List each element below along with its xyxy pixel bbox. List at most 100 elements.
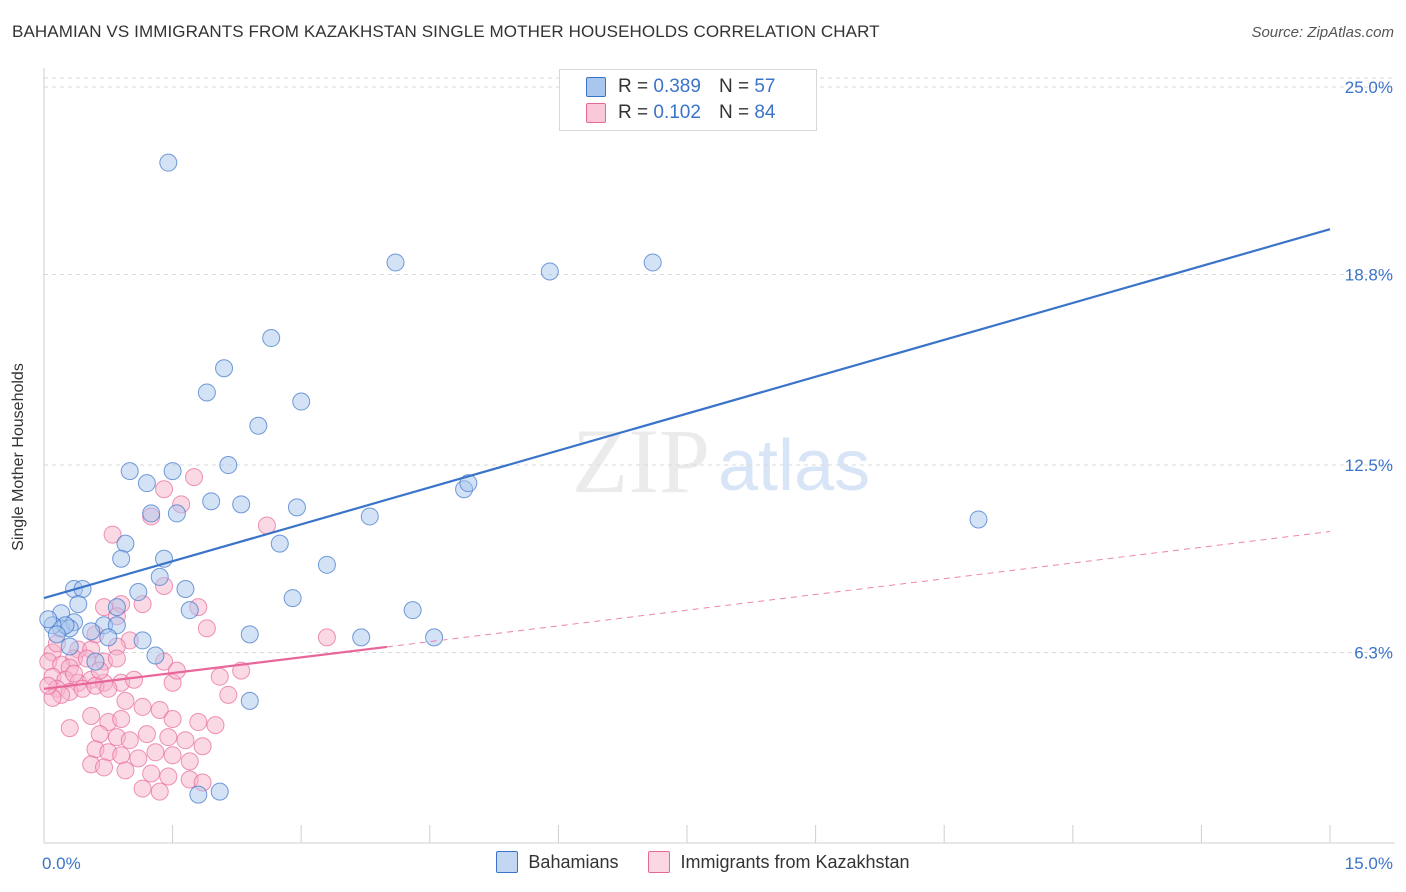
stats-row-kazakhstan: R = 0.102 N = 84 <box>586 101 775 125</box>
chart-title: BAHAMIAN VS IMMIGRANTS FROM KAZAKHSTAN S… <box>12 22 880 41</box>
bahamian-point <box>82 622 101 641</box>
kazakhstan-point <box>129 749 148 768</box>
bahamian-point <box>643 253 662 272</box>
bahamian-point <box>202 492 221 511</box>
watermark-zip: ZIP <box>572 410 710 512</box>
bahamian-point <box>180 601 199 620</box>
y-tick-label: 12.5% <box>1345 456 1393 475</box>
kazakhstan-point <box>133 697 152 716</box>
r-label: R = <box>618 102 649 123</box>
n-label: N = <box>718 102 750 123</box>
kazakhstan-point <box>116 691 135 710</box>
bahamian-point <box>352 628 371 647</box>
kazakhstan-point <box>180 752 199 771</box>
y-tick-label: 25.0% <box>1345 78 1393 97</box>
kazakhstan-point <box>146 743 165 762</box>
bahamian-trend-line <box>43 228 1331 600</box>
r-value: 0.389 <box>653 76 701 97</box>
bahamian-point <box>317 555 336 574</box>
n-value: 84 <box>754 102 776 123</box>
kazakhstan-point <box>107 649 126 668</box>
kazakhstan-point <box>159 728 178 747</box>
bahamian-point <box>240 625 259 644</box>
bahamian-point <box>969 510 988 529</box>
bahamian-point <box>107 598 126 617</box>
bahamian-point <box>232 495 251 514</box>
data-points <box>39 153 988 804</box>
bahamian-point <box>403 601 422 620</box>
bahamian-point <box>69 595 88 614</box>
bahamian-point <box>292 392 311 411</box>
kazakhstan-point <box>317 628 336 647</box>
bahamian-point <box>249 416 268 435</box>
bahamian-point <box>176 580 195 599</box>
bahamian-point <box>159 153 178 172</box>
kazakhstan-point <box>137 725 156 744</box>
bahamian-point <box>116 534 135 553</box>
kazakhstan-point <box>82 707 101 726</box>
bahamian-point <box>287 498 306 517</box>
bahamian-point <box>163 462 182 481</box>
bahamian-point <box>112 549 131 568</box>
bahamian-point <box>60 637 79 656</box>
kazakhstan-point <box>112 710 131 729</box>
bahamian-point <box>133 631 152 650</box>
stats-row-bahamians: R = 0.389 N = 57 <box>586 75 775 99</box>
n-label: N = <box>718 76 750 97</box>
trend-lines <box>43 228 1331 690</box>
bahamian-point <box>120 462 139 481</box>
kazakhstan-point <box>95 758 114 777</box>
watermark-atlas: atlas <box>718 426 870 506</box>
tick-labels: 6.3% 12.5% 18.8% 25.0% 0.0% 15.0% <box>42 78 1393 873</box>
bahamian-point <box>386 253 405 272</box>
kazakhstan-point <box>210 667 229 686</box>
kazakhstan-point <box>112 746 131 765</box>
y-axis-label: Single Mother Households <box>10 363 27 551</box>
bahamian-point <box>47 625 66 644</box>
bahamian-point <box>146 646 165 665</box>
legend-label: Immigrants from Kazakhstan <box>680 851 910 872</box>
source-label: Source: ZipAtlas.com <box>1251 24 1394 41</box>
kazakhstan-point <box>197 619 216 638</box>
bahamian-point <box>150 567 169 586</box>
kazakhstan-point <box>99 679 118 698</box>
legend-item-bahamians: Bahamians <box>496 851 618 873</box>
kazakhstan-point <box>116 761 135 780</box>
bahamian-point <box>137 474 156 493</box>
gridlines <box>44 77 1395 654</box>
kazakhstan-point <box>39 676 58 695</box>
kazakhstan-point <box>206 716 225 735</box>
bahamian-point <box>219 456 238 475</box>
kazakhstan-point <box>90 725 109 744</box>
kazakhstan-point <box>133 779 152 798</box>
bahamian-point <box>240 691 259 710</box>
kazakhstan-point <box>142 764 161 783</box>
kazakhstan-trend-extension <box>386 531 1331 648</box>
bahamian-point <box>210 782 229 801</box>
blue-swatch <box>496 851 519 873</box>
blue-swatch <box>586 77 606 97</box>
kazakhstan-point <box>60 719 79 738</box>
kazakhstan-point <box>150 700 169 719</box>
bahamian-point <box>270 534 289 553</box>
bahamian-point <box>142 504 161 523</box>
series-legend: Bahamians Immigrants from Kazakhstan <box>0 851 1406 873</box>
kazakhstan-point <box>219 685 238 704</box>
legend-label: Bahamians <box>528 851 619 872</box>
kazakhstan-point <box>155 480 174 499</box>
kazakhstan-point <box>159 767 178 786</box>
kazakhstan-point <box>103 525 122 544</box>
kazakhstan-point <box>163 746 182 765</box>
x-tick-label: 0.0% <box>42 854 81 873</box>
bahamian-point <box>540 262 559 281</box>
pink-swatch <box>648 851 671 873</box>
bahamian-point <box>215 359 234 378</box>
kazakhstan-point <box>120 731 139 750</box>
y-tick-label: 18.8% <box>1345 266 1393 285</box>
y-tick-label: 6.3% <box>1354 644 1393 663</box>
bahamian-point <box>262 329 281 348</box>
kazakhstan-point <box>163 710 182 729</box>
bahamian-point <box>197 383 216 402</box>
kazakhstan-point <box>167 661 186 680</box>
bahamian-point <box>360 507 379 526</box>
